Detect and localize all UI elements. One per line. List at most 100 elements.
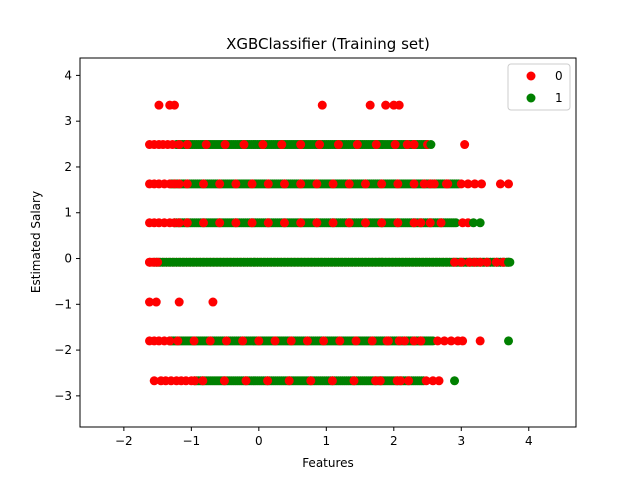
data-point-class-0 xyxy=(247,218,257,228)
chart-title: XGBClassifier (Training set) xyxy=(226,35,430,53)
data-point-class-0 xyxy=(328,179,338,189)
y-tick-label: 2 xyxy=(64,160,72,174)
data-point-class-1 xyxy=(468,218,478,228)
data-point-class-0 xyxy=(349,376,359,386)
data-point-class-0 xyxy=(173,336,183,346)
data-point-class-0 xyxy=(315,140,325,150)
x-tick-label: 1 xyxy=(322,434,330,448)
data-point-class-0 xyxy=(153,257,163,267)
data-point-class-0 xyxy=(416,336,426,346)
data-point-class-0 xyxy=(239,140,249,150)
data-point-class-0 xyxy=(247,179,257,189)
y-tick-label: −3 xyxy=(54,389,72,403)
data-point-class-0 xyxy=(201,140,211,150)
data-point-class-0 xyxy=(443,179,453,189)
data-point-class-0 xyxy=(198,376,208,386)
data-point-class-0 xyxy=(182,179,192,189)
data-point-class-0 xyxy=(409,336,419,346)
data-point-class-0 xyxy=(174,218,184,228)
data-point-class-0 xyxy=(381,100,391,110)
data-point-class-0 xyxy=(263,179,273,189)
data-point-class-0 xyxy=(333,140,343,150)
data-point-class-0 xyxy=(327,376,337,386)
data-point-class-1 xyxy=(450,376,460,386)
data-point-class-1 xyxy=(451,218,461,228)
data-point-class-0 xyxy=(429,179,439,189)
data-point-class-0 xyxy=(477,179,487,189)
x-axis: −2 −1 0 1 2 3 4 xyxy=(115,427,533,448)
x-tick-label: 0 xyxy=(255,434,263,448)
data-point-class-0 xyxy=(169,100,179,110)
data-point-class-0 xyxy=(335,336,345,346)
data-point-class-0 xyxy=(393,218,403,228)
y-tick-label: 1 xyxy=(64,206,72,220)
data-point-class-0 xyxy=(167,140,177,150)
data-point-class-0 xyxy=(174,297,184,307)
data-point-class-0 xyxy=(436,218,446,228)
data-point-class-0 xyxy=(231,179,241,189)
legend-box xyxy=(507,63,571,111)
data-point-class-0 xyxy=(263,376,273,386)
data-point-class-0 xyxy=(220,140,230,150)
data-point-class-0 xyxy=(149,376,159,386)
data-point-class-0 xyxy=(344,218,354,228)
data-point-class-0 xyxy=(377,179,387,189)
data-point-class-0 xyxy=(198,179,208,189)
data-point-class-0 xyxy=(277,140,287,150)
data-point-class-0 xyxy=(284,376,294,386)
data-point-class-0 xyxy=(190,376,200,386)
data-point-class-0 xyxy=(377,218,387,228)
data-point-class-0 xyxy=(404,376,414,386)
legend-marker-0 xyxy=(526,71,536,81)
data-point-class-0 xyxy=(238,336,248,346)
data-point-class-0 xyxy=(219,376,229,386)
data-point-class-0 xyxy=(165,336,175,346)
data-point-class-0 xyxy=(215,179,225,189)
data-point-class-0 xyxy=(371,140,381,150)
y-tick-label: 3 xyxy=(64,114,72,128)
data-point-class-1 xyxy=(426,140,436,150)
data-point-class-0 xyxy=(174,179,184,189)
data-point-class-0 xyxy=(263,218,273,228)
data-point-class-1 xyxy=(505,257,515,267)
data-point-class-0 xyxy=(390,140,400,150)
data-point-class-0 xyxy=(258,140,268,150)
data-point-class-0 xyxy=(205,336,215,346)
data-point-class-0 xyxy=(460,140,470,150)
data-point-class-1 xyxy=(475,218,485,228)
data-point-class-0 xyxy=(312,218,322,228)
data-point-class-0 xyxy=(182,218,192,228)
data-point-class-0 xyxy=(394,100,404,110)
data-point-class-0 xyxy=(198,218,208,228)
data-point-class-0 xyxy=(450,257,460,267)
data-point-class-0 xyxy=(491,257,501,267)
x-tick-label: −1 xyxy=(182,434,200,448)
data-point-class-0 xyxy=(475,336,485,346)
data-point-class-0 xyxy=(221,336,231,346)
data-point-class-0 xyxy=(504,179,514,189)
y-tick-label: 4 xyxy=(64,68,72,82)
data-point-class-0 xyxy=(351,336,361,346)
data-point-class-0 xyxy=(393,179,403,189)
data-point-class-0 xyxy=(145,297,155,307)
x-tick-label: 4 xyxy=(525,434,533,448)
data-point-class-0 xyxy=(463,179,473,189)
x-axis-label: Features xyxy=(302,456,354,470)
data-point-class-0 xyxy=(470,179,480,189)
data-point-class-0 xyxy=(296,179,306,189)
data-point-class-0 xyxy=(296,140,306,150)
data-point-class-0 xyxy=(367,336,377,346)
data-point-class-0 xyxy=(189,336,199,346)
data-point-class-0 xyxy=(456,179,466,189)
data-point-class-0 xyxy=(215,218,225,228)
y-tick-label: 0 xyxy=(64,252,72,266)
data-point-class-0 xyxy=(317,100,327,110)
data-point-class-0 xyxy=(409,218,419,228)
legend-label-1: 1 xyxy=(555,91,563,105)
data-point-class-0 xyxy=(352,140,362,150)
data-point-class-0 xyxy=(396,376,406,386)
data-point-class-0 xyxy=(328,218,338,228)
data-point-class-0 xyxy=(475,257,485,267)
data-point-class-0 xyxy=(312,179,322,189)
data-point-class-0 xyxy=(231,218,241,228)
